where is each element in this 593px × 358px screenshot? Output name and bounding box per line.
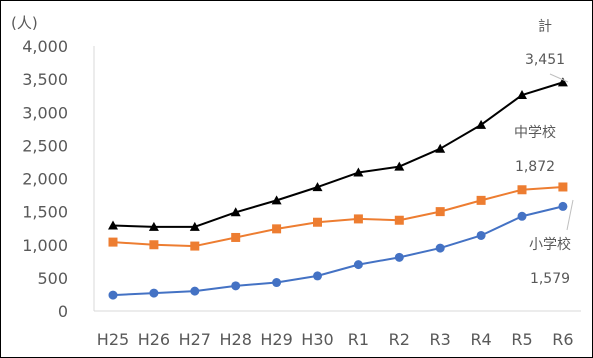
- data-point: [271, 195, 282, 205]
- data-point: [313, 271, 322, 281]
- x-tick-label: H28: [220, 330, 252, 349]
- y-tick-label: 3,000: [22, 103, 68, 122]
- data-point: [149, 240, 159, 250]
- y-tick-label: 1,000: [22, 236, 68, 255]
- y-tick-label: 4,000: [22, 37, 68, 56]
- data-point: [148, 221, 159, 231]
- x-tick-label: R6: [552, 330, 573, 349]
- value-label-total: 3,451: [525, 52, 565, 68]
- data-point: [353, 260, 363, 270]
- data-point: [394, 161, 405, 171]
- x-tick-label: R5: [511, 330, 532, 349]
- x-tick-label: R1: [348, 330, 369, 349]
- data-point: [189, 221, 200, 231]
- data-point: [353, 167, 364, 177]
- y-tick-label: 0: [58, 302, 68, 321]
- data-point: [190, 286, 200, 296]
- data-point: [558, 201, 568, 211]
- data-point: [557, 77, 568, 87]
- data-point: [517, 211, 527, 221]
- callout-leader-total: [549, 73, 569, 83]
- series-line: [112, 81, 564, 228]
- data-point: [435, 243, 445, 253]
- x-tick-label: R4: [470, 330, 491, 349]
- series-label-total: 計: [538, 19, 552, 35]
- data-point: [435, 207, 445, 217]
- series-callouts: 計 3,451 中学校 1,872 小学校 1,579: [514, 19, 574, 287]
- x-tick-label: H26: [138, 330, 170, 349]
- data-point: [190, 241, 200, 251]
- data-point: [272, 224, 282, 234]
- series-0: [108, 77, 568, 231]
- value-label-elementary: 1,579: [530, 271, 570, 287]
- data-point: [108, 220, 118, 230]
- data-point: [517, 185, 527, 195]
- data-point: [231, 281, 241, 291]
- y-unit-label: (人): [11, 14, 38, 32]
- series-2: [108, 201, 568, 300]
- series-layer: [108, 77, 568, 300]
- y-tick-label: 2,000: [22, 170, 68, 189]
- data-point: [476, 230, 486, 240]
- data-point: [231, 232, 241, 242]
- y-tick-label: 1,500: [22, 203, 68, 222]
- x-tick-label: H29: [260, 330, 292, 349]
- y-axis: 0 500 1,000 1,500 2,000 2,500 3,000 3,500 4,000: [22, 37, 95, 321]
- data-point: [476, 119, 487, 129]
- data-point: [558, 182, 568, 192]
- y-tick-label: 3,500: [22, 70, 68, 89]
- series-line: [112, 185, 563, 248]
- y-tick-label: 500: [37, 269, 68, 288]
- callout-leader-elementary: [566, 199, 574, 231]
- data-point: [108, 237, 118, 247]
- value-label-junior-high: 1,872: [515, 159, 555, 175]
- x-axis: H25 H26 H27 H28 H29 H30 R1 R2 R3 R4 R5 R6: [94, 310, 581, 349]
- y-tick-label: 2,500: [22, 136, 68, 155]
- x-tick-label: H25: [97, 330, 129, 349]
- data-point: [313, 217, 322, 227]
- series-line: [112, 205, 564, 297]
- x-tick-label: R3: [430, 330, 451, 349]
- x-tick-label: H30: [301, 330, 333, 349]
- data-point: [312, 182, 323, 192]
- data-point: [149, 288, 159, 298]
- data-point: [517, 90, 527, 100]
- series-1: [108, 182, 568, 251]
- data-point: [394, 252, 404, 262]
- data-point: [230, 207, 241, 217]
- data-point: [435, 143, 446, 153]
- data-point: [272, 278, 282, 288]
- series-label-elementary: 小学校: [529, 236, 571, 253]
- data-point: [476, 195, 486, 205]
- data-point: [394, 215, 404, 225]
- data-point: [108, 290, 118, 300]
- data-point: [353, 214, 363, 224]
- x-tick-label: R2: [389, 330, 410, 349]
- series-label-junior-high: 中学校: [514, 124, 556, 141]
- x-tick-label: H27: [179, 330, 211, 349]
